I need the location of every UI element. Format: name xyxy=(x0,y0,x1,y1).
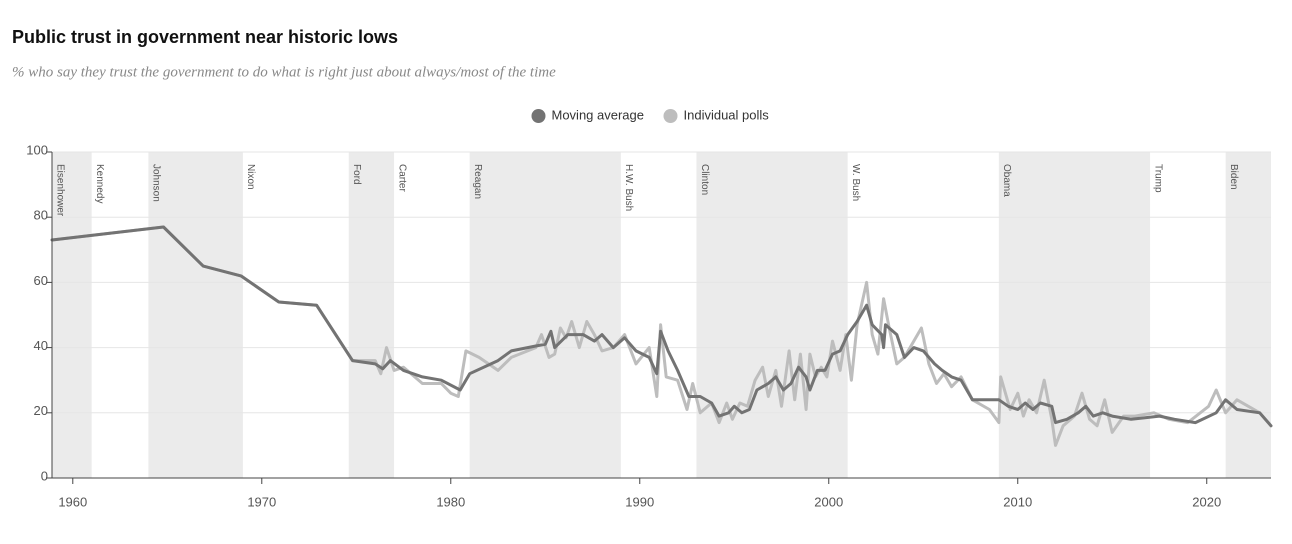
president-label: Johnson xyxy=(151,164,162,202)
y-tick-label: 40 xyxy=(34,338,48,353)
axes: 0 20 40 60 80 100 1960 1970 1980 1990 2000 2010 2020 xyxy=(26,142,1271,509)
y-tick-label: 0 xyxy=(41,468,48,483)
lines xyxy=(50,225,1273,447)
president-bands: Eisenhower Kennedy Johnson Nixon Ford Carter R… xyxy=(52,152,1271,478)
president-label: Biden xyxy=(1228,164,1239,190)
x-tick-label: 2010 xyxy=(1003,494,1032,509)
legend-swatch xyxy=(663,109,678,123)
y-tick-label: 20 xyxy=(34,403,48,418)
president-label: Carter xyxy=(396,164,407,192)
president-band xyxy=(52,152,92,478)
president-label: Trump xyxy=(1152,164,1163,193)
y-tick-label: 80 xyxy=(34,208,48,223)
president-label: W. Bush xyxy=(850,164,861,201)
president-label: Reagan xyxy=(472,164,483,199)
president-band xyxy=(998,152,1151,478)
x-tick-label: 1990 xyxy=(625,494,654,509)
president-label: Kennedy xyxy=(94,164,105,203)
president-label: Eisenhower xyxy=(54,164,65,217)
president-label: Nixon xyxy=(245,164,256,190)
president-band xyxy=(1225,152,1271,478)
president-label: Clinton xyxy=(699,164,710,195)
president-label: Obama xyxy=(1001,164,1012,197)
legend: Moving average Individual polls xyxy=(531,107,770,123)
y-tick-label: 100 xyxy=(26,142,48,157)
legend-label: Individual polls xyxy=(684,107,770,122)
chart-title: Public trust in government near historic… xyxy=(12,27,398,47)
x-tick-label: 1970 xyxy=(247,494,276,509)
x-tick-label: 1960 xyxy=(58,494,87,509)
x-tick-label: 2020 xyxy=(1192,494,1221,509)
president-label: H.W. Bush xyxy=(623,164,634,211)
x-tick-label: 2000 xyxy=(814,494,843,509)
series-line xyxy=(50,225,1273,447)
legend-label: Moving average xyxy=(552,107,645,122)
x-tick-label: 1980 xyxy=(436,494,465,509)
y-tick-label: 60 xyxy=(34,273,48,288)
president-band xyxy=(148,152,243,478)
legend-swatch xyxy=(531,109,546,123)
series-line xyxy=(50,225,1273,428)
president-label: Ford xyxy=(351,164,362,185)
president-band xyxy=(469,152,621,478)
president-band xyxy=(348,152,395,478)
president-band xyxy=(696,152,848,478)
chart-subtitle: % who say they trust the government to d… xyxy=(12,64,556,80)
